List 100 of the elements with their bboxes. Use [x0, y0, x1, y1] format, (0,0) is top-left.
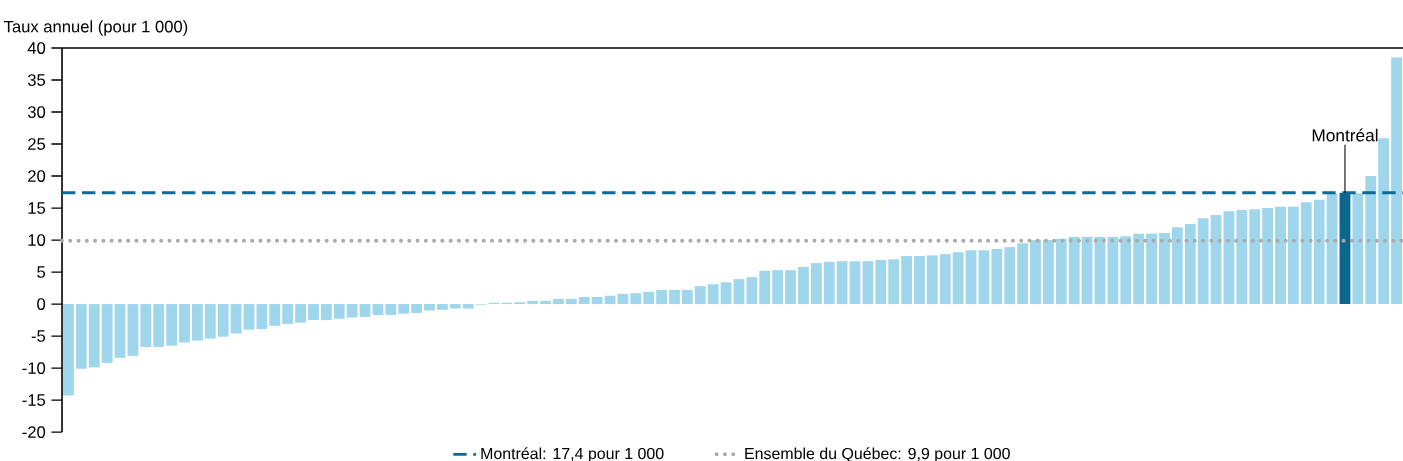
bar: [191, 303, 203, 341]
bar: [436, 303, 448, 310]
bar: [1120, 236, 1132, 304]
bar: [1043, 239, 1054, 304]
bar: [578, 296, 590, 304]
y-tick-label: 30: [27, 105, 46, 118]
y-tick-label: -20: [22, 426, 46, 438]
bar: [1004, 246, 1016, 304]
bar: [256, 303, 268, 329]
y-tick-label: -5: [31, 330, 46, 342]
bar: [1365, 175, 1377, 304]
bar: [1249, 209, 1261, 304]
bar: [269, 303, 281, 326]
bar: [63, 303, 74, 396]
y-tick-label: 5: [37, 266, 46, 278]
bar: [1352, 193, 1364, 304]
y-tick-label: 40: [27, 41, 46, 54]
bar: [849, 260, 861, 304]
bar: [733, 278, 745, 304]
bar: [282, 303, 294, 324]
bar: [1146, 233, 1157, 304]
bar: [140, 303, 152, 347]
bar: [1171, 227, 1183, 304]
bar: [785, 269, 796, 304]
bar: [836, 260, 848, 304]
bar: [333, 303, 345, 319]
bar: [926, 255, 938, 304]
bar: [1094, 236, 1106, 304]
bar: [939, 253, 951, 304]
bar: [875, 259, 887, 304]
bar: [746, 276, 758, 304]
bar: [166, 303, 178, 346]
bar: [1197, 218, 1209, 304]
bar: [398, 303, 410, 314]
bar: [359, 303, 371, 317]
bar: [179, 303, 190, 343]
bar: [694, 285, 706, 304]
bar: [1326, 193, 1338, 304]
bar: [759, 270, 771, 304]
bar: [1287, 206, 1299, 304]
bar: [1391, 57, 1402, 304]
bar: [669, 289, 680, 304]
y-tick-label: 35: [27, 73, 46, 86]
bar: [901, 255, 912, 304]
bar: [346, 303, 358, 318]
bar: [681, 289, 693, 304]
bar: [630, 292, 642, 304]
bar: [1030, 239, 1041, 304]
bar: [823, 261, 835, 304]
y-axis-title: Taux annuel (pour 1 000): [3, 20, 188, 36]
bar: [707, 284, 719, 304]
bar: [1055, 238, 1067, 304]
bar: [591, 296, 603, 304]
bar: [810, 262, 822, 304]
bar: [1313, 199, 1325, 304]
bar: [462, 303, 474, 309]
bar: [308, 303, 319, 320]
y-tick-label: 10: [28, 233, 46, 246]
annotation: Montréal: [1312, 128, 1378, 142]
bar: [1262, 207, 1274, 304]
bar: [888, 259, 900, 304]
bar: [1275, 206, 1286, 304]
bar: [204, 303, 216, 339]
bar: [978, 250, 990, 304]
bar: [295, 303, 306, 323]
bar: [1236, 209, 1248, 304]
bar: [424, 303, 435, 311]
bar: [449, 303, 461, 309]
bar: [1300, 202, 1312, 304]
bar: [862, 260, 874, 304]
bar: [1133, 233, 1145, 304]
y-tick-label: -15: [22, 394, 46, 406]
bar: [217, 303, 229, 337]
bar: [372, 303, 384, 315]
bar: [553, 298, 564, 304]
bar: [643, 291, 655, 304]
bar: [540, 300, 551, 304]
bar: [565, 298, 577, 304]
y-tick-label: 15: [28, 202, 46, 214]
bar: [720, 282, 732, 304]
bar: [1210, 214, 1222, 304]
bar: [1081, 236, 1093, 304]
bar: [1184, 223, 1196, 304]
bar: [1068, 236, 1080, 304]
y-tick-label: 25: [28, 137, 46, 150]
bar: [527, 300, 539, 304]
bar: [1017, 243, 1029, 304]
y-tick-label: -10: [22, 362, 46, 374]
bar: [965, 250, 977, 304]
bar: [991, 248, 1003, 304]
bar: [1378, 138, 1390, 304]
bar: [1107, 236, 1119, 304]
bar: [411, 303, 423, 313]
bar: [1223, 211, 1235, 304]
bar: [798, 266, 809, 304]
bar: [153, 303, 165, 347]
bar: [617, 293, 629, 304]
bar: [101, 303, 113, 363]
bar: [114, 303, 126, 358]
bar: [243, 303, 255, 330]
